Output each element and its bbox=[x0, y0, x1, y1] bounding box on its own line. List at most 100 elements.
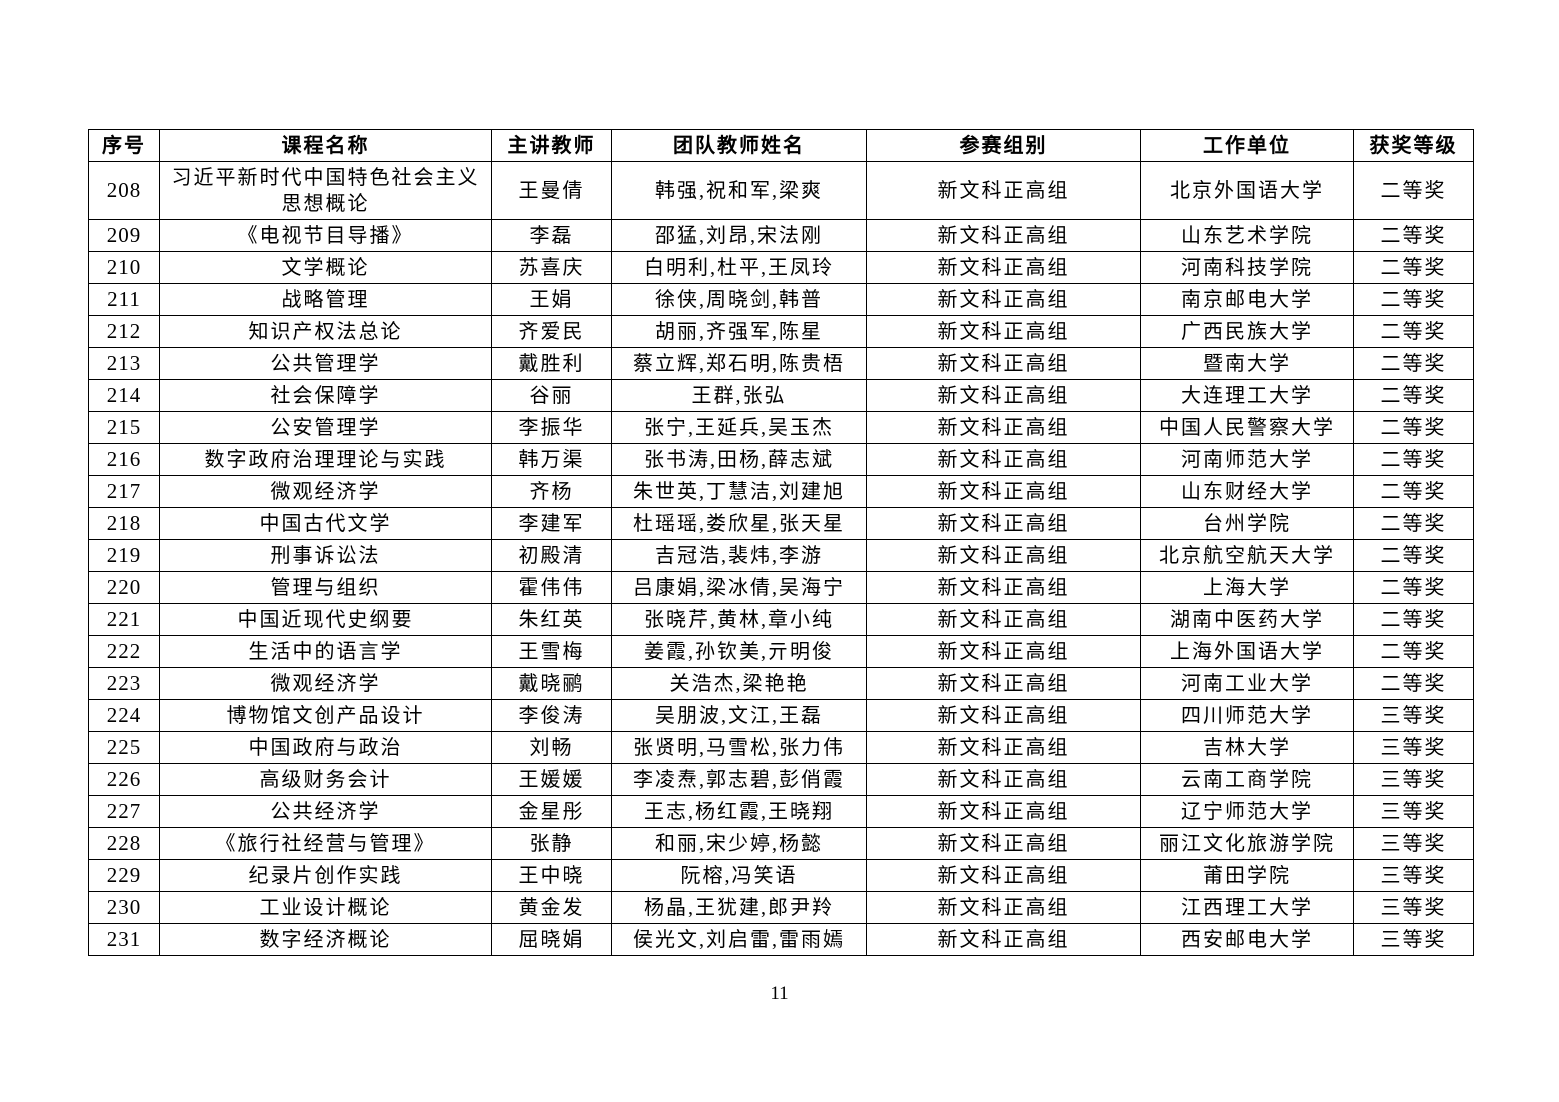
cell-team: 张书涛,田杨,薛志斌 bbox=[611, 443, 867, 476]
cell-award: 二等奖 bbox=[1353, 347, 1474, 380]
cell-teacher: 李磊 bbox=[491, 219, 612, 252]
cell-no: 217 bbox=[88, 475, 160, 508]
cell-award: 三等奖 bbox=[1353, 827, 1474, 860]
cell-teacher: 黄金发 bbox=[491, 891, 612, 924]
cell-team: 张宁,王延兵,吴玉杰 bbox=[611, 411, 867, 444]
cell-group: 新文科正高组 bbox=[866, 379, 1141, 412]
cell-teacher: 李俊涛 bbox=[491, 699, 612, 732]
cell-teacher: 李建军 bbox=[491, 507, 612, 540]
table-row: 229 纪录片创作实践 王中晓 阮榕,冯笑语 新文科正高组 莆田学院 三等奖 bbox=[88, 859, 1474, 892]
cell-team: 吉冠浩,裴炜,李游 bbox=[611, 539, 867, 572]
cell-no: 220 bbox=[88, 571, 160, 604]
cell-team: 徐侠,周晓剑,韩普 bbox=[611, 283, 867, 316]
cell-teacher: 王娟 bbox=[491, 283, 612, 316]
cell-award: 三等奖 bbox=[1353, 795, 1474, 828]
cell-award: 二等奖 bbox=[1353, 507, 1474, 540]
cell-award: 二等奖 bbox=[1353, 635, 1474, 668]
cell-team: 韩强,祝和军,梁爽 bbox=[611, 161, 867, 220]
table-row: 211 战略管理 王娟 徐侠,周晓剑,韩普 新文科正高组 南京邮电大学 二等奖 bbox=[88, 283, 1474, 316]
cell-teacher: 刘畅 bbox=[491, 731, 612, 764]
cell-course: 高级财务会计 bbox=[159, 763, 492, 796]
column-header-award: 获奖等级 bbox=[1353, 129, 1474, 162]
cell-teacher: 苏喜庆 bbox=[491, 251, 612, 284]
cell-teacher: 王中晓 bbox=[491, 859, 612, 892]
cell-team: 张贤明,马雪松,张力伟 bbox=[611, 731, 867, 764]
table-row: 217 微观经济学 齐杨 朱世英,丁慧洁,刘建旭 新文科正高组 山东财经大学 二等奖 bbox=[88, 475, 1474, 508]
cell-course: 《电视节目导播》 bbox=[159, 219, 492, 252]
cell-team: 王志,杨红霞,王晓翔 bbox=[611, 795, 867, 828]
cell-award: 三等奖 bbox=[1353, 763, 1474, 796]
cell-course: 战略管理 bbox=[159, 283, 492, 316]
page-number: 11 bbox=[770, 983, 789, 1004]
column-header-teacher: 主讲教师 bbox=[491, 129, 612, 162]
cell-teacher: 屈晓娟 bbox=[491, 923, 612, 956]
cell-group: 新文科正高组 bbox=[866, 859, 1141, 892]
cell-no: 226 bbox=[88, 763, 160, 796]
table-row: 220 管理与组织 霍伟伟 吕康娟,梁冰倩,吴海宁 新文科正高组 上海大学 二等奖 bbox=[88, 571, 1474, 604]
cell-team: 和丽,宋少婷,杨懿 bbox=[611, 827, 867, 860]
table-row: 208 习近平新时代中国特色社会主义思想概论 王曼倩 韩强,祝和军,梁爽 新文科正高组北… bbox=[88, 161, 1474, 220]
cell-group: 新文科正高组 bbox=[866, 475, 1141, 508]
cell-org: 江西理工大学 bbox=[1140, 891, 1354, 924]
cell-group: 新文科正高组 bbox=[866, 283, 1141, 316]
cell-course: 公安管理学 bbox=[159, 411, 492, 444]
cell-no: 221 bbox=[88, 603, 160, 636]
cell-teacher: 金星彤 bbox=[491, 795, 612, 828]
cell-teacher: 齐杨 bbox=[491, 475, 612, 508]
cell-org: 吉林大学 bbox=[1140, 731, 1354, 764]
table-row: 214 社会保障学 谷丽 王群,张弘 新文科正高组 大连理工大学 二等奖 bbox=[88, 379, 1474, 412]
cell-team: 白明利,杜平,王凤玲 bbox=[611, 251, 867, 284]
cell-no: 208 bbox=[88, 161, 160, 220]
cell-award: 二等奖 bbox=[1353, 571, 1474, 604]
column-header-group: 参赛组别 bbox=[866, 129, 1141, 162]
cell-award: 三等奖 bbox=[1353, 699, 1474, 732]
cell-team: 邵猛,刘昂,宋法刚 bbox=[611, 219, 867, 252]
cell-teacher: 初殿清 bbox=[491, 539, 612, 572]
cell-teacher: 齐爱民 bbox=[491, 315, 612, 348]
cell-award: 二等奖 bbox=[1353, 411, 1474, 444]
cell-course: 数字政府治理理论与实践 bbox=[159, 443, 492, 476]
cell-award: 二等奖 bbox=[1353, 283, 1474, 316]
cell-award: 二等奖 bbox=[1353, 251, 1474, 284]
cell-group: 新文科正高组 bbox=[866, 251, 1141, 284]
cell-no: 225 bbox=[88, 731, 160, 764]
cell-award: 二等奖 bbox=[1353, 539, 1474, 572]
cell-award: 二等奖 bbox=[1353, 315, 1474, 348]
cell-org: 台州学院 bbox=[1140, 507, 1354, 540]
cell-teacher: 王曼倩 bbox=[491, 161, 612, 220]
cell-org: 湖南中医药大学 bbox=[1140, 603, 1354, 636]
cell-group: 新文科正高组 bbox=[866, 219, 1141, 252]
cell-org: 上海大学 bbox=[1140, 571, 1354, 604]
cell-team: 张晓芹,黄林,章小纯 bbox=[611, 603, 867, 636]
cell-org: 河南科技学院 bbox=[1140, 251, 1354, 284]
cell-org: 中国人民警察大学 bbox=[1140, 411, 1354, 444]
cell-team: 朱世英,丁慧洁,刘建旭 bbox=[611, 475, 867, 508]
cell-group: 新文科正高组 bbox=[866, 347, 1141, 380]
cell-team: 蔡立辉,郑石明,陈贵梧 bbox=[611, 347, 867, 380]
cell-org: 南京邮电大学 bbox=[1140, 283, 1354, 316]
table-row: 210 文学概论 苏喜庆 白明利,杜平,王凤玲 新文科正高组 河南科技学院 二等奖 bbox=[88, 251, 1474, 284]
cell-teacher: 戴胜利 bbox=[491, 347, 612, 380]
cell-org: 广西民族大学 bbox=[1140, 315, 1354, 348]
cell-no: 228 bbox=[88, 827, 160, 860]
cell-no: 211 bbox=[88, 283, 160, 316]
cell-course: 刑事诉讼法 bbox=[159, 539, 492, 572]
cell-award: 三等奖 bbox=[1353, 923, 1474, 956]
cell-org: 莆田学院 bbox=[1140, 859, 1354, 892]
cell-team: 关浩杰,梁艳艳 bbox=[611, 667, 867, 700]
cell-no: 216 bbox=[88, 443, 160, 476]
table-row: 227 公共经济学 金星彤 王志,杨红霞,王晓翔 新文科正高组 辽宁师范大学 三等奖 bbox=[88, 795, 1474, 828]
cell-award: 二等奖 bbox=[1353, 603, 1474, 636]
table-row: 230 工业设计概论 黄金发 杨晶,王犹建,郎尹羚 新文科正高组 江西理工大学 三等奖 bbox=[88, 891, 1474, 924]
table-row: 215 公安管理学 李振华 张宁,王延兵,吴玉杰 新文科正高组 中国人民警察大学 二等奖 bbox=[88, 411, 1474, 444]
cell-org: 山东艺术学院 bbox=[1140, 219, 1354, 252]
cell-course: 中国古代文学 bbox=[159, 507, 492, 540]
cell-org: 辽宁师范大学 bbox=[1140, 795, 1354, 828]
cell-org: 云南工商学院 bbox=[1140, 763, 1354, 796]
cell-no: 212 bbox=[88, 315, 160, 348]
cell-teacher: 王雪梅 bbox=[491, 635, 612, 668]
cell-team: 姜霞,孙钦美,亓明俊 bbox=[611, 635, 867, 668]
cell-course: 管理与组织 bbox=[159, 571, 492, 604]
cell-no: 222 bbox=[88, 635, 160, 668]
cell-teacher: 朱红英 bbox=[491, 603, 612, 636]
